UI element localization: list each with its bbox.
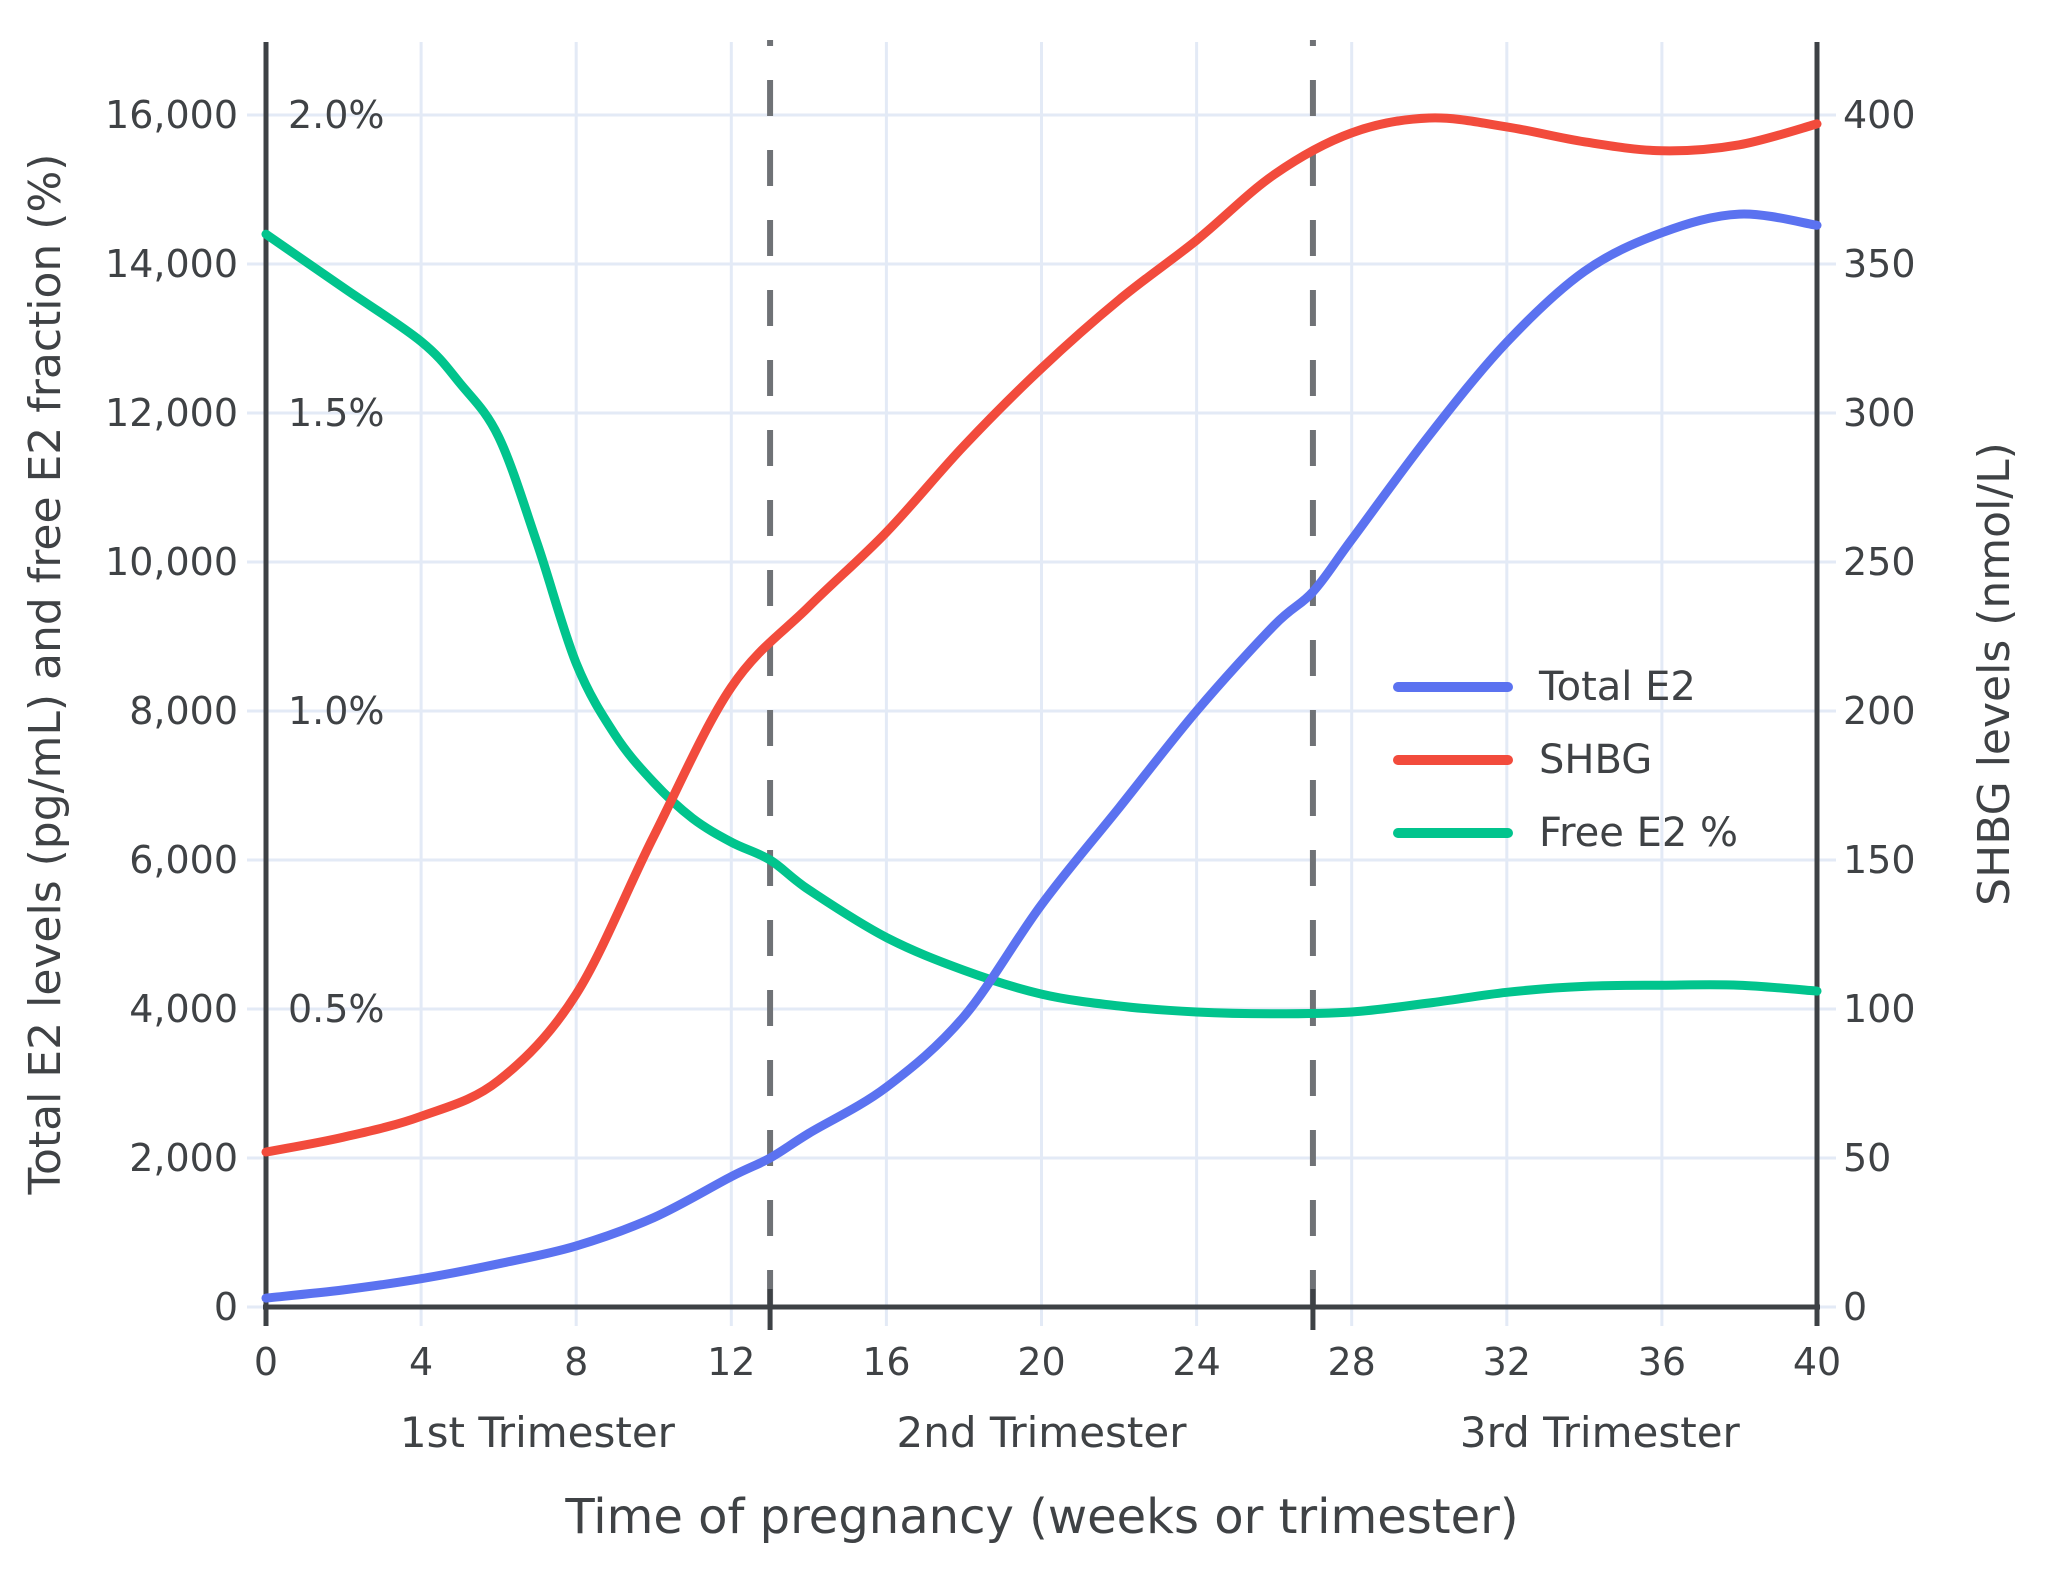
- x-tick-label: 8: [564, 1340, 589, 1384]
- legend-swatch-shbg: [1393, 754, 1513, 765]
- y-right-tick-label: 100: [1843, 987, 1916, 1031]
- x-tick-label: 32: [1482, 1340, 1531, 1384]
- y-right-tick-label: 250: [1843, 540, 1916, 584]
- legend-label-shbg: SHBG: [1539, 736, 1653, 783]
- legend-item-total-e2[interactable]: Total E2: [1393, 650, 1738, 723]
- legend-swatch-total-e2: [1393, 681, 1513, 692]
- legend-label-free-e2: Free E2 %: [1539, 809, 1739, 856]
- y-left-tick-label: 0: [213, 1285, 238, 1329]
- series-line-total-e2: [261, 209, 1822, 1303]
- legend: Total E2 SHBG Free E2 %: [1393, 650, 1738, 869]
- percent-tick-label: 1.0%: [288, 689, 385, 733]
- x-tick-label: 28: [1327, 1340, 1376, 1384]
- y-right-tick-label: 50: [1843, 1136, 1892, 1180]
- x-tick-label: 24: [1172, 1340, 1221, 1384]
- y-left-tick-label: 10,000: [105, 540, 238, 584]
- y-right-tick-label: 300: [1843, 391, 1916, 435]
- x-axis-title: Time of pregnancy (weeks or trimester): [565, 1489, 1519, 1545]
- y-left-tick-label: 4,000: [129, 987, 238, 1031]
- legend-swatch-free-e2: [1393, 827, 1513, 838]
- trimester-label-3rd: 3rd Trimester: [1459, 1408, 1740, 1457]
- legend-item-shbg[interactable]: SHBG: [1393, 723, 1738, 796]
- x-tick-label: 20: [1017, 1340, 1066, 1384]
- x-tick-label: 40: [1792, 1340, 1842, 1384]
- y-right-tick-label: 200: [1843, 689, 1916, 733]
- x-tick-label: 36: [1637, 1340, 1687, 1384]
- trimester-label-1st: 1st Trimester: [399, 1408, 675, 1457]
- y-left-tick-label: 8,000: [129, 689, 238, 733]
- series-line-shbg: [261, 113, 1822, 1157]
- x-tick-label: 0: [253, 1340, 279, 1384]
- percent-tick-label: 2.0%: [288, 93, 385, 137]
- y-axis-title-left: Total E2 levels (pg/mL) and free E2 frac…: [20, 153, 71, 1195]
- series-line-free-e2-: [261, 229, 1822, 1019]
- trimester-label-2nd: 2nd Trimester: [896, 1408, 1187, 1457]
- x-tick-label: 16: [862, 1340, 911, 1384]
- y-right-tick-label: 400: [1843, 93, 1916, 137]
- y-left-tick-label: 14,000: [105, 242, 238, 286]
- percent-tick-label: 1.5%: [288, 391, 385, 435]
- y-left-tick-label: 16,000: [105, 93, 238, 137]
- x-tick-label: 4: [409, 1340, 434, 1384]
- percent-tick-label: 0.5%: [288, 987, 385, 1031]
- legend-item-free-e2[interactable]: Free E2 %: [1393, 796, 1738, 869]
- y-left-tick-label: 2,000: [129, 1136, 238, 1180]
- y-axis-title-right: SHBG levels (nmol/L): [1969, 442, 2020, 906]
- y-left-tick-label: 12,000: [105, 391, 238, 435]
- y-right-tick-label: 0: [1843, 1285, 1868, 1329]
- x-tick-label: 12: [707, 1340, 756, 1384]
- y-right-tick-label: 350: [1843, 242, 1916, 286]
- y-left-tick-label: 6,000: [129, 838, 238, 882]
- legend-label-total-e2: Total E2: [1539, 663, 1696, 710]
- y-right-tick-label: 150: [1843, 838, 1916, 882]
